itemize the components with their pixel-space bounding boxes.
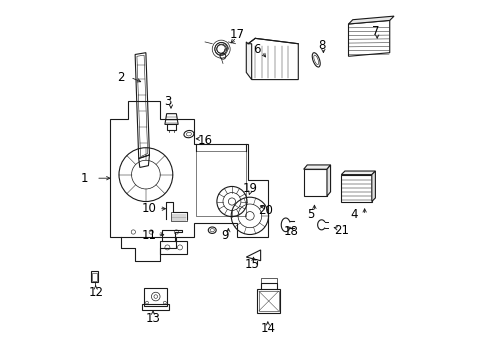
Text: 6: 6	[253, 42, 260, 55]
Bar	[144, 288, 167, 306]
Polygon shape	[326, 165, 330, 196]
Bar	[260, 278, 276, 283]
Bar	[341, 175, 371, 202]
Bar	[196, 151, 246, 216]
Text: 4: 4	[349, 208, 357, 221]
Text: 3: 3	[163, 95, 171, 108]
Bar	[171, 212, 187, 221]
Text: 12: 12	[88, 287, 103, 300]
Polygon shape	[303, 165, 330, 169]
Text: 18: 18	[283, 225, 298, 238]
Bar	[142, 305, 169, 310]
Text: 19: 19	[242, 183, 257, 195]
Polygon shape	[341, 171, 375, 175]
Bar	[258, 291, 278, 311]
Polygon shape	[348, 16, 393, 24]
Text: 15: 15	[244, 258, 259, 271]
Bar	[257, 289, 280, 313]
Text: 10: 10	[142, 202, 157, 215]
Text: 21: 21	[333, 224, 348, 237]
Bar	[91, 271, 98, 282]
Text: 9: 9	[221, 229, 228, 242]
Polygon shape	[246, 42, 251, 80]
Text: 17: 17	[229, 28, 244, 41]
Bar	[303, 169, 326, 196]
Polygon shape	[371, 171, 375, 202]
Text: 16: 16	[197, 134, 212, 147]
Ellipse shape	[312, 53, 320, 67]
Text: 14: 14	[260, 322, 275, 335]
Text: 13: 13	[145, 311, 160, 325]
Ellipse shape	[183, 130, 194, 138]
Text: 2: 2	[117, 71, 124, 84]
Text: 7: 7	[371, 25, 378, 38]
Bar	[92, 273, 97, 281]
Text: 8: 8	[317, 39, 325, 52]
Text: 20: 20	[258, 204, 273, 217]
Text: 11: 11	[142, 229, 157, 242]
Text: 5: 5	[306, 208, 314, 221]
Text: 1: 1	[81, 172, 88, 185]
